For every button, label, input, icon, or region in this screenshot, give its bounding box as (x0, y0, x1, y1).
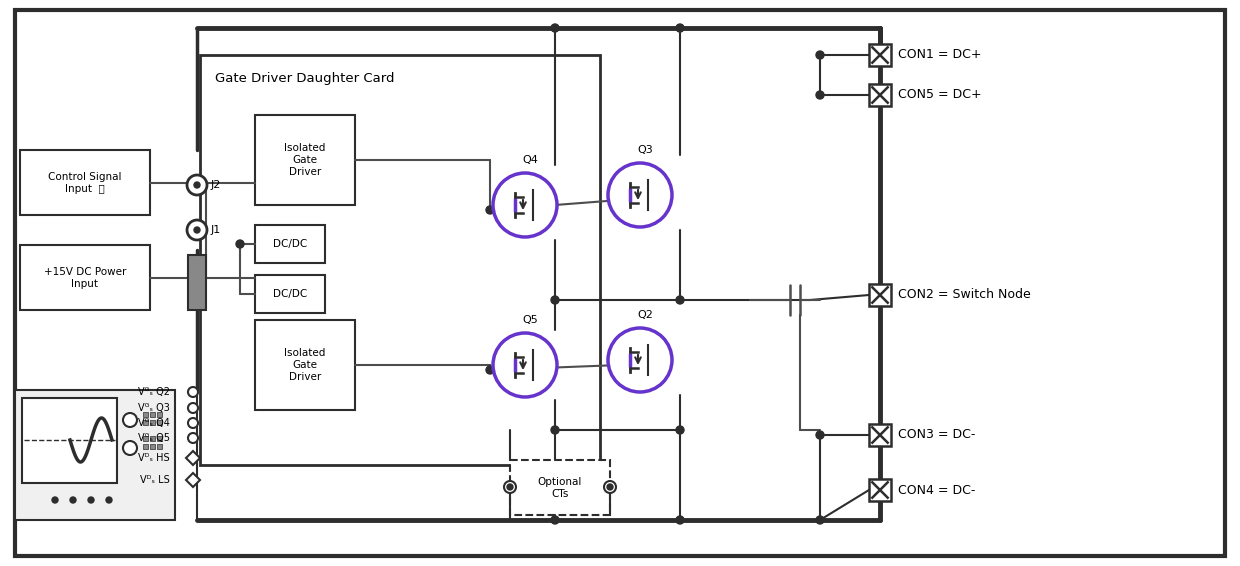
Circle shape (507, 484, 513, 490)
Text: CON1 = DC+: CON1 = DC+ (898, 49, 982, 62)
Text: Vᴳₛ Q5: Vᴳₛ Q5 (138, 433, 170, 443)
Text: Vᴳₛ Q4: Vᴳₛ Q4 (138, 418, 170, 428)
Text: CON5 = DC+: CON5 = DC+ (898, 88, 982, 101)
FancyBboxPatch shape (150, 412, 155, 417)
FancyBboxPatch shape (157, 420, 162, 425)
FancyBboxPatch shape (188, 255, 206, 310)
Text: Q4: Q4 (522, 155, 538, 165)
Text: DC/DC: DC/DC (273, 239, 308, 249)
Text: CON2 = Switch Node: CON2 = Switch Node (898, 289, 1030, 302)
Circle shape (676, 426, 684, 434)
Circle shape (676, 516, 684, 524)
Circle shape (816, 516, 825, 524)
Text: Vᴳₛ Q3: Vᴳₛ Q3 (138, 403, 170, 413)
Text: Vᴰₛ HS: Vᴰₛ HS (139, 453, 170, 463)
Text: Optional
CTs: Optional CTs (538, 477, 583, 499)
FancyBboxPatch shape (143, 444, 148, 449)
Circle shape (816, 51, 825, 59)
FancyBboxPatch shape (157, 436, 162, 441)
Circle shape (604, 481, 616, 493)
Circle shape (123, 441, 136, 455)
FancyBboxPatch shape (255, 320, 355, 410)
Circle shape (193, 182, 200, 188)
Circle shape (187, 220, 207, 240)
Text: Vᴳₛ Q2: Vᴳₛ Q2 (138, 387, 170, 397)
FancyBboxPatch shape (22, 398, 117, 483)
FancyBboxPatch shape (150, 444, 155, 449)
Text: Q2: Q2 (637, 310, 653, 320)
FancyBboxPatch shape (510, 460, 610, 515)
FancyBboxPatch shape (200, 55, 600, 465)
Circle shape (236, 240, 244, 248)
Circle shape (608, 328, 672, 392)
Polygon shape (186, 451, 200, 465)
Circle shape (187, 175, 207, 195)
Circle shape (486, 366, 494, 374)
Circle shape (503, 481, 516, 493)
Circle shape (188, 433, 198, 443)
Circle shape (676, 24, 684, 32)
FancyBboxPatch shape (869, 84, 892, 106)
Circle shape (551, 426, 559, 434)
Text: J2: J2 (211, 180, 222, 190)
FancyBboxPatch shape (20, 150, 150, 215)
FancyBboxPatch shape (255, 275, 325, 313)
Circle shape (105, 497, 112, 503)
Circle shape (188, 387, 198, 397)
FancyBboxPatch shape (869, 479, 892, 501)
Text: +15V DC Power
Input: +15V DC Power Input (43, 267, 126, 289)
FancyBboxPatch shape (869, 284, 892, 306)
Text: Gate Driver Daughter Card: Gate Driver Daughter Card (215, 72, 394, 85)
Text: Control Signal
Input  ⏴: Control Signal Input ⏴ (48, 172, 122, 194)
FancyBboxPatch shape (150, 420, 155, 425)
Text: CON4 = DC-: CON4 = DC- (898, 483, 976, 496)
FancyBboxPatch shape (157, 444, 162, 449)
Circle shape (486, 206, 494, 214)
Text: Q5: Q5 (522, 315, 538, 325)
FancyBboxPatch shape (150, 436, 155, 441)
FancyBboxPatch shape (255, 115, 355, 205)
Circle shape (608, 163, 672, 227)
Circle shape (69, 497, 76, 503)
Text: Vᴰₛ LS: Vᴰₛ LS (140, 475, 170, 485)
FancyBboxPatch shape (255, 225, 325, 263)
FancyBboxPatch shape (143, 436, 148, 441)
Polygon shape (186, 473, 200, 487)
FancyBboxPatch shape (157, 412, 162, 417)
Circle shape (816, 431, 825, 439)
FancyBboxPatch shape (143, 420, 148, 425)
Circle shape (816, 91, 825, 99)
FancyBboxPatch shape (143, 412, 148, 417)
Circle shape (193, 227, 200, 233)
Circle shape (188, 418, 198, 428)
FancyBboxPatch shape (15, 10, 1225, 556)
Circle shape (608, 484, 613, 490)
Text: Q3: Q3 (637, 145, 653, 155)
Circle shape (676, 296, 684, 304)
Circle shape (551, 516, 559, 524)
FancyBboxPatch shape (20, 245, 150, 310)
Text: Isolated
Gate
Driver: Isolated Gate Driver (284, 143, 326, 177)
Text: CON3 = DC-: CON3 = DC- (898, 428, 976, 441)
Text: DC/DC: DC/DC (273, 289, 308, 299)
Circle shape (52, 497, 58, 503)
Circle shape (494, 173, 557, 237)
FancyBboxPatch shape (869, 424, 892, 446)
Circle shape (494, 333, 557, 397)
Circle shape (551, 296, 559, 304)
Circle shape (88, 497, 94, 503)
Circle shape (188, 403, 198, 413)
FancyBboxPatch shape (15, 390, 175, 520)
Text: J1: J1 (211, 225, 221, 235)
Circle shape (551, 24, 559, 32)
Text: Isolated
Gate
Driver: Isolated Gate Driver (284, 349, 326, 381)
FancyBboxPatch shape (869, 44, 892, 66)
Circle shape (123, 413, 136, 427)
